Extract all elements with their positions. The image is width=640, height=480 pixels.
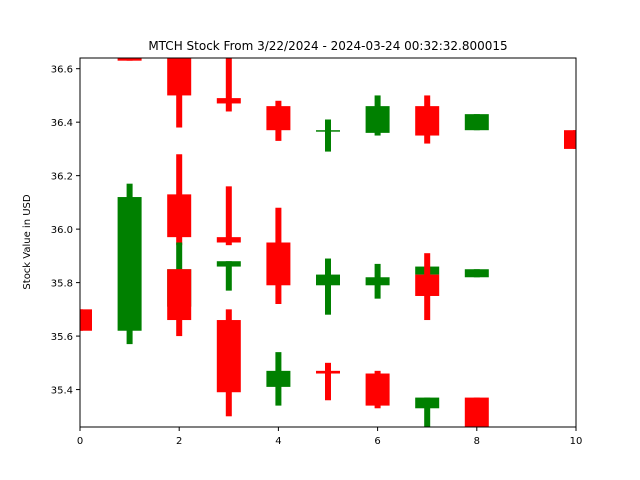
- y-tick-label: 35.6: [51, 332, 73, 343]
- candle-wick: [424, 397, 431, 427]
- y-tick-label: 36.0: [51, 225, 73, 236]
- candle-body: [316, 130, 340, 132]
- candle-26: [464, 397, 489, 427]
- candle-25: [464, 269, 489, 278]
- candle-23: [415, 397, 440, 427]
- candle-body: [365, 373, 390, 406]
- candle-22: [415, 253, 440, 321]
- candle-13: [266, 352, 291, 406]
- candle-body: [365, 277, 390, 286]
- candle-body: [316, 274, 340, 286]
- candle-19: [365, 370, 390, 409]
- candle-wick: [325, 362, 331, 401]
- candle-18: [365, 263, 390, 299]
- candle-body: [216, 98, 241, 104]
- candle-body: [266, 370, 291, 387]
- y-axis-title: Stock Value in USD: [22, 194, 33, 289]
- candle-2: [117, 183, 142, 345]
- candle-body: [117, 58, 142, 61]
- candle-body: [464, 397, 489, 427]
- candle-body: [216, 237, 241, 243]
- candle-10: [216, 309, 241, 417]
- candle-wick: [325, 119, 331, 152]
- candle-24: [464, 114, 489, 131]
- candle-body: [464, 114, 489, 131]
- x-tick-label: 2: [176, 436, 182, 447]
- x-tick-label: 0: [77, 436, 83, 447]
- candle-12: [266, 207, 291, 304]
- candle-9: [216, 261, 241, 291]
- candle-16: [316, 362, 340, 401]
- candle-body: [167, 269, 192, 321]
- candle-body: [415, 106, 440, 136]
- chart-title: MTCH Stock From 3/22/2024 - 2024-03-24 0…: [148, 39, 507, 53]
- x-tick-label: 8: [474, 436, 480, 447]
- candle-body: [216, 261, 241, 267]
- candle-body: [266, 106, 291, 131]
- candle-body: [117, 197, 142, 331]
- candle-7: [216, 58, 241, 112]
- candle-body: [464, 269, 489, 278]
- y-tick-label: 36.4: [51, 118, 73, 129]
- candle-1: [117, 58, 142, 61]
- candle-body: [216, 320, 241, 393]
- axes-layer: 0 2 4 6 8 10 35.4 35.6 35.8 36.0 36.2 36.4 36.6: [51, 57, 583, 447]
- candle-8: [216, 186, 241, 246]
- candle-15: [316, 258, 340, 315]
- candle-body: [415, 397, 440, 409]
- candle-14: [316, 119, 340, 152]
- candle-body: [564, 130, 576, 149]
- candle-4: [167, 154, 192, 246]
- candle-body: [167, 194, 192, 238]
- candle-wick: [325, 258, 331, 315]
- candle-27: [564, 130, 576, 149]
- x-tick-label: 4: [275, 436, 281, 447]
- candle-11: [266, 100, 291, 141]
- candle-wick: [225, 186, 232, 246]
- x-tick-label: 10: [570, 436, 583, 447]
- y-tick-label: 35.8: [51, 279, 73, 290]
- candles-layer: [80, 58, 576, 427]
- candle-body: [365, 106, 390, 133]
- x-tick-label: 6: [374, 436, 380, 447]
- plot-frame: [79, 57, 577, 428]
- candle-6: [167, 269, 192, 337]
- y-tick-label: 36.2: [51, 172, 73, 183]
- candle-wick: [225, 261, 232, 291]
- y-tick-label: 35.4: [51, 386, 73, 397]
- candle-body: [266, 242, 291, 286]
- candle-body: [167, 58, 192, 96]
- candle-20: [415, 95, 440, 144]
- candle-3: [167, 58, 192, 128]
- y-tick-label: 36.6: [51, 65, 73, 76]
- candle-body: [316, 370, 340, 374]
- candle-17: [365, 95, 390, 136]
- candle-0: [80, 309, 92, 331]
- candle-body: [80, 309, 92, 331]
- candle-body: [415, 274, 440, 296]
- candle-wick: [225, 58, 232, 112]
